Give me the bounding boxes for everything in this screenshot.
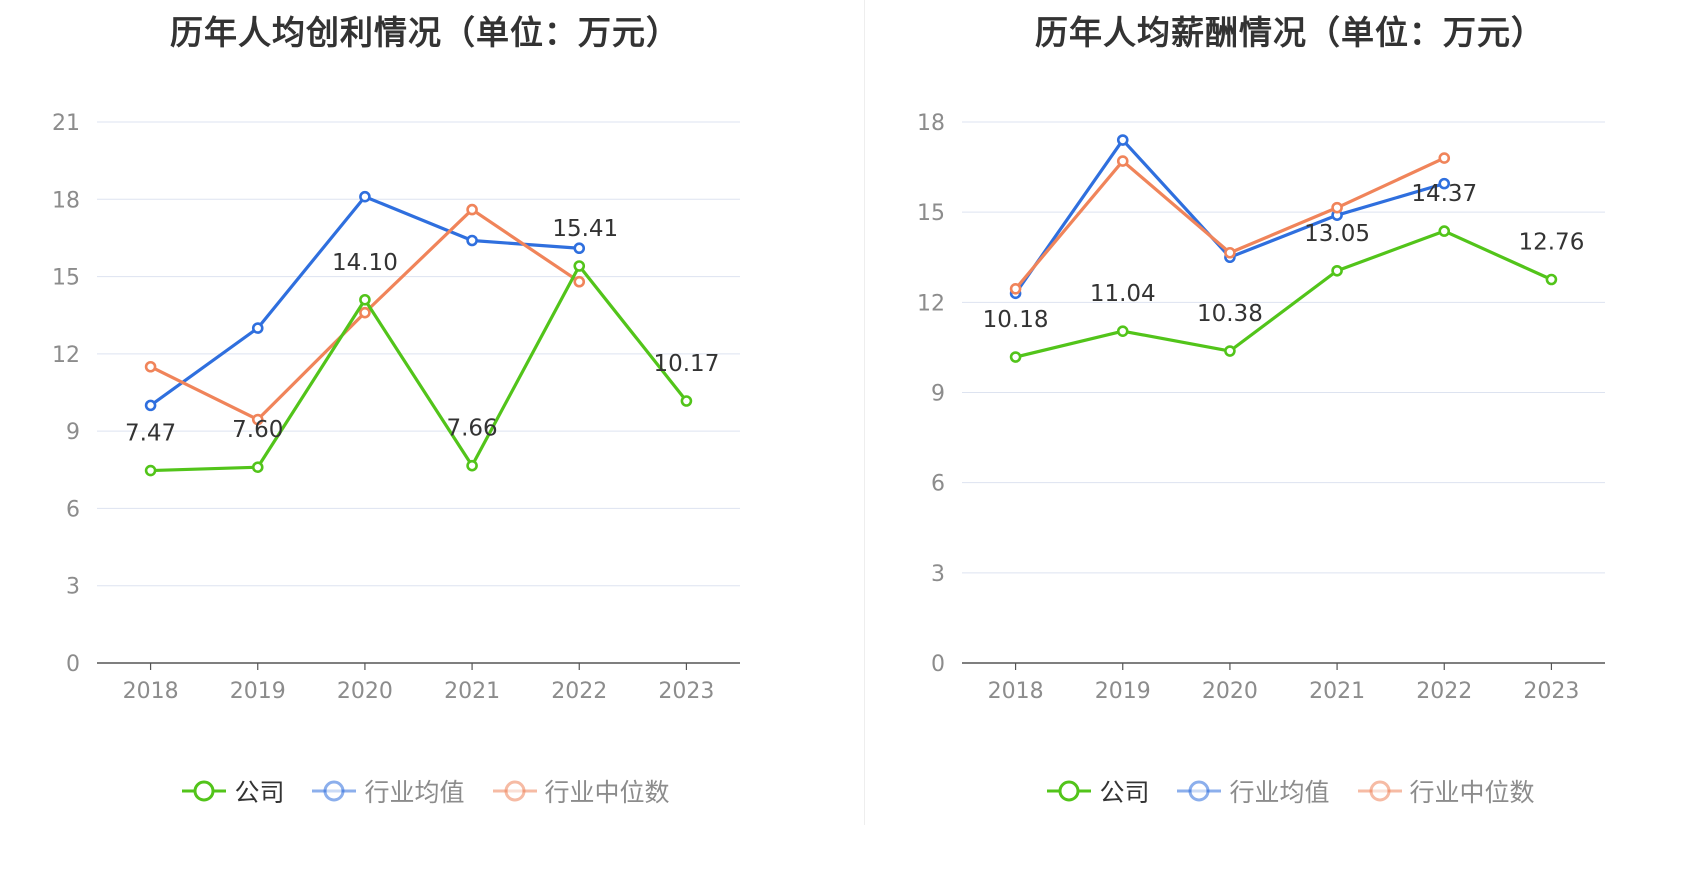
y-tick-label: 15 [52, 266, 80, 291]
data-point-行业中位数[interactable] [251, 413, 264, 426]
legend-label: 公司 [234, 778, 285, 807]
legend-item-公司[interactable]: 公司 [180, 773, 284, 809]
data-point-行业中位数[interactable] [1224, 246, 1236, 259]
legend-line-marker-icon [1357, 780, 1402, 802]
legend-item-行业均值[interactable]: 行业均值 [1175, 773, 1330, 809]
x-tick-label: 2019 [230, 679, 286, 704]
data-point-行业中位数[interactable] [144, 360, 157, 373]
data-point-行业中位数[interactable] [573, 275, 586, 288]
y-tick-label: 3 [66, 575, 80, 600]
data-label: 7.66 [446, 416, 497, 442]
legend-label: 行业中位数 [1409, 778, 1535, 807]
legend-label: 行业均值 [364, 778, 465, 807]
y-tick-label: 12 [917, 291, 945, 316]
data-point-行业中位数[interactable] [466, 203, 478, 216]
data-point-行业中位数[interactable] [1116, 155, 1129, 167]
y-tick-label: 0 [931, 652, 945, 677]
data-point-公司[interactable] [1438, 225, 1451, 237]
x-tick-label: 2023 [658, 679, 714, 704]
data-point-公司[interactable] [1545, 273, 1558, 286]
data-label: 12.76 [1518, 229, 1584, 255]
data-point-公司[interactable] [359, 293, 371, 306]
y-tick-label: 15 [917, 201, 945, 226]
y-tick-label: 18 [917, 111, 945, 136]
series-line-公司 [1015, 229, 1553, 359]
legend-label: 行业中位数 [544, 778, 670, 807]
chart-panel-salary: 历年人均薪酬情况（单位：万元） 0 3 6 9 12 15 18 2018 2019 2020 20… [865, 0, 1700, 874]
chart-panel-profit: 历年人均创利情况（单位：万元） 0 3 6 9 12 15 18 21 2018 2019 2020… [0, 13, 850, 809]
data-point-行业中位数[interactable] [1438, 152, 1451, 164]
data-point-公司[interactable] [680, 395, 693, 407]
data-point-行业中位数[interactable] [1009, 283, 1022, 295]
data-label: 11.04 [1090, 281, 1156, 307]
data-label: 10.18 [983, 307, 1049, 333]
chart-title: 历年人均薪酬情况（单位：万元） [1035, 13, 1545, 52]
data-point-公司[interactable] [466, 459, 478, 472]
data-point-行业均值[interactable] [466, 234, 478, 247]
x-tick-label: 2018 [988, 679, 1044, 704]
data-point-公司[interactable] [251, 461, 264, 474]
y-tick-label: 6 [66, 497, 80, 522]
data-label: 13.05 [1304, 221, 1370, 247]
data-point-公司[interactable] [144, 464, 157, 477]
chart-legend: 公司 行业均值 行业中位数 [0, 773, 850, 809]
data-label: 15.41 [552, 216, 618, 242]
y-tick-label: 12 [52, 343, 80, 368]
data-point-行业均值[interactable] [1438, 177, 1451, 190]
x-tick-label: 2021 [1309, 679, 1365, 704]
data-point-行业均值[interactable] [251, 322, 264, 334]
data-point-行业中位数[interactable] [1331, 201, 1343, 214]
legend-label: 公司 [1099, 778, 1150, 807]
data-label: 7.60 [232, 417, 283, 443]
data-point-行业均值[interactable] [573, 242, 586, 255]
data-point-行业均值[interactable] [1116, 134, 1129, 146]
y-tick-label: 3 [931, 562, 945, 587]
x-tick-label: 2019 [1095, 679, 1151, 704]
x-tick-label: 2020 [1202, 679, 1258, 704]
data-point-公司[interactable] [1331, 264, 1343, 277]
x-tick-label: 2018 [123, 679, 179, 704]
data-label: 14.37 [1411, 181, 1477, 207]
data-point-行业均值[interactable] [144, 399, 157, 412]
legend-line-marker-icon [1047, 780, 1092, 802]
legend-item-行业中位数[interactable]: 行业中位数 [491, 773, 670, 809]
legend-item-公司[interactable]: 公司 [1045, 773, 1149, 809]
data-label: 10.17 [653, 351, 719, 377]
series-line-行业中位数 [1014, 156, 1445, 290]
y-tick-label: 0 [66, 652, 80, 677]
x-tick-label: 2022 [1416, 679, 1472, 704]
series-line-公司 [150, 264, 688, 473]
data-point-公司[interactable] [1224, 345, 1236, 357]
legend-item-行业均值[interactable]: 行业均值 [310, 773, 465, 809]
data-point-公司[interactable] [1116, 325, 1129, 337]
chart-legend: 公司 行业均值 行业中位数 [865, 773, 1700, 809]
legend-item-行业中位数[interactable]: 行业中位数 [1356, 773, 1535, 809]
data-point-公司[interactable] [573, 260, 586, 272]
y-tick-label: 21 [52, 111, 80, 136]
series-line-行业均值 [1014, 138, 1445, 295]
x-tick-label: 2020 [337, 679, 393, 704]
x-tick-label: 2023 [1523, 679, 1579, 704]
data-label: 14.10 [332, 250, 398, 276]
legend-line-marker-icon [182, 780, 227, 802]
x-tick-label: 2022 [551, 679, 607, 704]
legend-line-marker-icon [492, 780, 537, 802]
y-tick-label: 9 [66, 420, 80, 445]
data-point-公司[interactable] [1009, 351, 1022, 363]
data-label: 10.38 [1197, 301, 1263, 327]
legend-line-marker-icon [1177, 780, 1222, 802]
x-tick-label: 2021 [444, 679, 500, 704]
legend-label: 行业均值 [1229, 778, 1330, 807]
data-point-行业中位数[interactable] [359, 306, 371, 319]
line-chart-salary: 0 3 6 9 12 15 18 2018 2019 2020 2021 2022 2023 10.18 1… [917, 111, 1605, 704]
line-chart-profit: 0 3 6 9 12 15 18 21 2018 2019 2020 2021 2022 2023 7.47… [52, 111, 740, 704]
y-tick-label: 18 [52, 188, 80, 213]
chart-title: 历年人均创利情况（单位：万元） [170, 13, 680, 52]
data-label: 7.47 [125, 421, 176, 447]
y-tick-label: 6 [931, 472, 945, 497]
y-tick-label: 9 [931, 382, 945, 407]
legend-line-marker-icon [312, 780, 357, 802]
panel-divider [864, 0, 865, 825]
data-point-行业均值[interactable] [359, 190, 371, 203]
